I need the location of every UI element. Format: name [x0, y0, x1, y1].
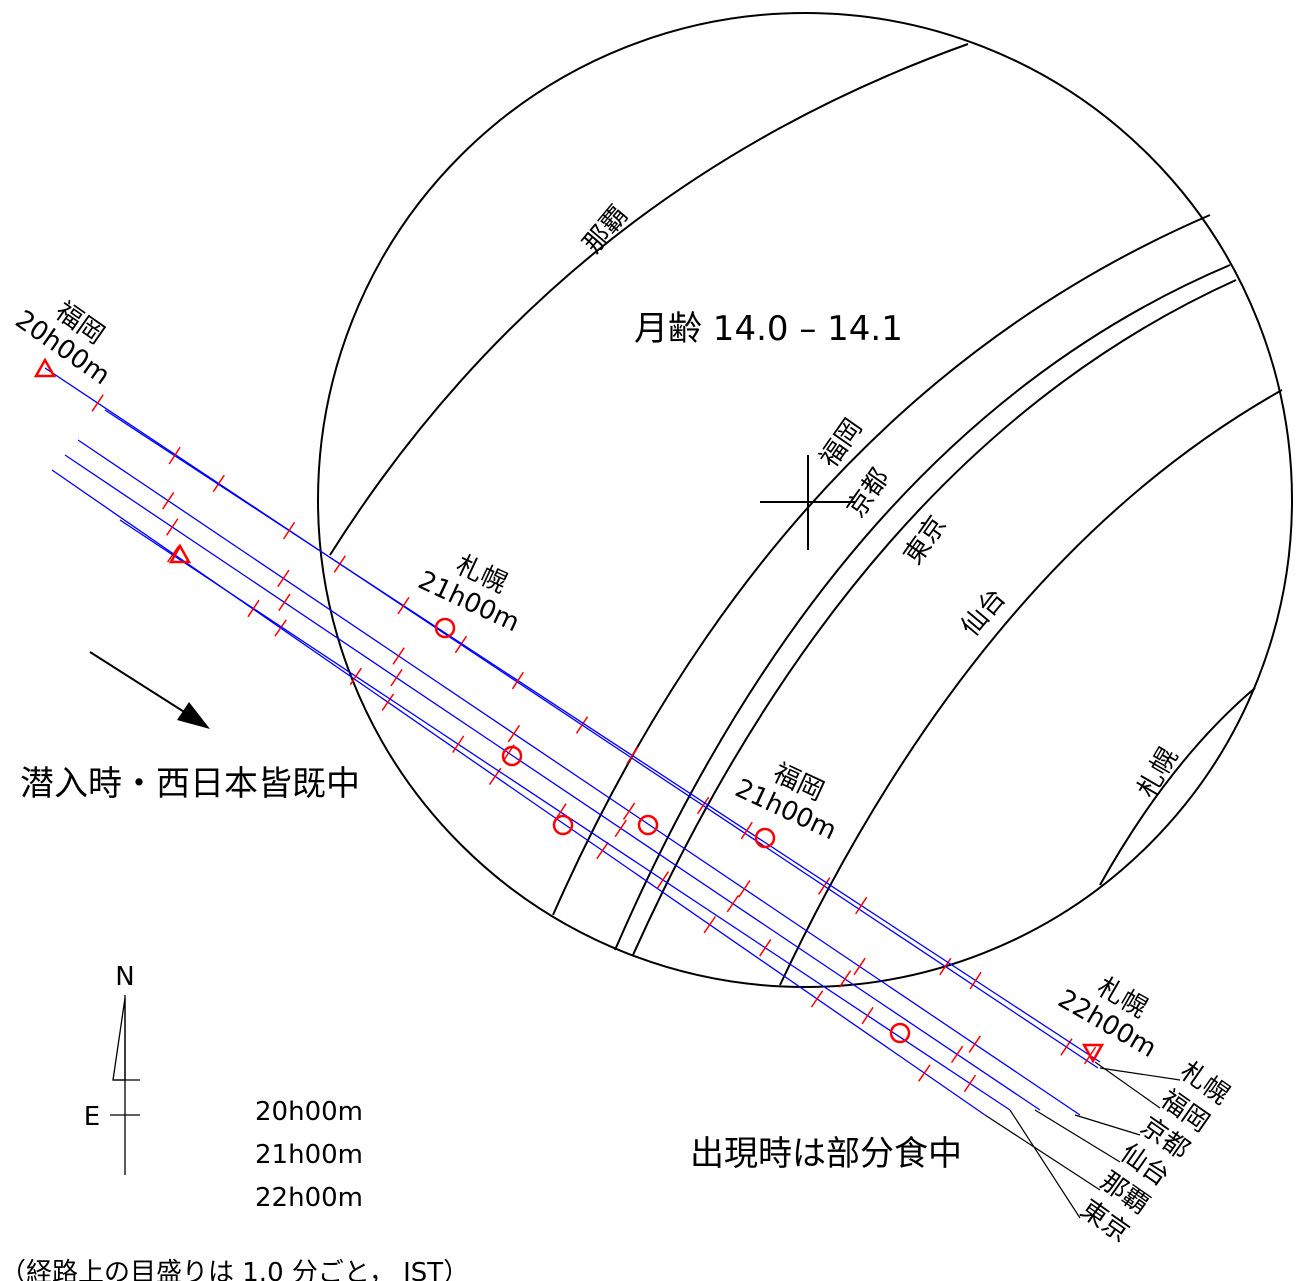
tick: [703, 916, 717, 934]
tick: [596, 841, 609, 860]
tick: [626, 746, 639, 765]
markers: [33, 357, 1105, 1064]
marker: [434, 617, 456, 639]
tick: [818, 877, 831, 895]
moon-limb: [317, 12, 1293, 988]
tick: [247, 599, 260, 618]
tick: [855, 896, 868, 915]
tick: [397, 596, 410, 615]
leader: [1094, 1061, 1161, 1109]
curve-label: 仙台: [956, 583, 1012, 642]
curve-label: 福岡: [814, 414, 868, 474]
tick: [838, 970, 852, 988]
path-mark: 札幌 21h00m: [413, 550, 524, 638]
marker: [754, 827, 776, 849]
curve: [552, 214, 1211, 916]
tick: [918, 1064, 931, 1082]
egress-note: 出現時は部分食中: [690, 1134, 962, 1174]
tick: [622, 802, 636, 820]
tick: [969, 971, 982, 990]
marker: [1081, 1043, 1105, 1064]
leader: [1074, 1114, 1141, 1136]
legend-item: 20h00m: [255, 1097, 363, 1127]
tick: [507, 724, 521, 743]
tick: [452, 735, 465, 753]
curve: [632, 279, 1237, 956]
curve-label: 那覇: [578, 200, 634, 259]
curve: [329, 43, 969, 556]
tick: [274, 619, 287, 637]
tick: [853, 957, 866, 976]
compass: [110, 995, 140, 1175]
tick: [91, 394, 104, 412]
curve: [1099, 687, 1256, 886]
leader: [1009, 1109, 1081, 1219]
tick: [861, 1006, 874, 1025]
curve: [779, 389, 1283, 986]
tick: [950, 1045, 964, 1064]
marker: [33, 357, 57, 378]
tick: [282, 521, 296, 540]
tick: [511, 671, 525, 690]
title: 月齢 14.0 – 14.1: [634, 309, 903, 349]
tick: [1060, 1038, 1073, 1056]
tick: [759, 939, 772, 957]
tick: [738, 880, 751, 898]
tick: [614, 819, 627, 838]
direction-arrow: [89, 651, 201, 723]
leader: [1034, 1109, 1121, 1163]
tick: [168, 446, 181, 465]
tick: [656, 871, 670, 889]
limb-curves: [329, 43, 1283, 986]
tick: [454, 635, 468, 654]
tick: [968, 1035, 981, 1053]
tick: [575, 716, 589, 734]
tick: [381, 693, 395, 711]
east-label: E: [84, 1102, 100, 1132]
marker: [168, 543, 192, 564]
tick: [963, 1074, 977, 1093]
curve: [614, 264, 1231, 951]
curve-label: 東京: [898, 511, 952, 571]
marker: [637, 814, 659, 836]
tick: [161, 492, 175, 510]
tick: [726, 894, 740, 913]
tick: [277, 569, 290, 588]
leader: [1099, 1067, 1181, 1081]
arrow-head: [177, 702, 210, 729]
leader: [984, 1114, 1101, 1191]
tick: [696, 796, 710, 815]
occultation-paths: [44, 367, 1101, 1116]
tick: [810, 990, 824, 1008]
ingress-note: 潜入時・西日本皆既中: [20, 764, 360, 804]
tick: [166, 545, 180, 563]
path-line: [44, 367, 1099, 1069]
marker: [552, 814, 574, 836]
tick: [392, 647, 405, 665]
path-line: [64, 454, 1041, 1111]
tick: [939, 957, 952, 976]
path-line: [104, 409, 1101, 1063]
legend-item: 22h00m: [255, 1183, 363, 1213]
legend-item: 21h00m: [255, 1140, 363, 1170]
curve-label: 札幌: [1132, 743, 1184, 803]
footnote: （経路上の目盛りは 1.0 分ごと， JST）: [0, 1258, 469, 1281]
north-label: N: [115, 962, 134, 992]
tick: [212, 474, 225, 493]
path-mark: 福岡 20h00m: [10, 296, 116, 391]
tick: [349, 667, 363, 686]
curve-label: 京都: [841, 464, 895, 524]
tick: [740, 821, 753, 840]
marker: [501, 745, 523, 767]
path-mark: 札幌 22h00m: [1053, 972, 1162, 1064]
marker: [889, 1022, 911, 1044]
tick: [390, 668, 403, 687]
tick: [166, 518, 179, 536]
path-line: [77, 439, 1081, 1116]
tick: [278, 593, 291, 612]
